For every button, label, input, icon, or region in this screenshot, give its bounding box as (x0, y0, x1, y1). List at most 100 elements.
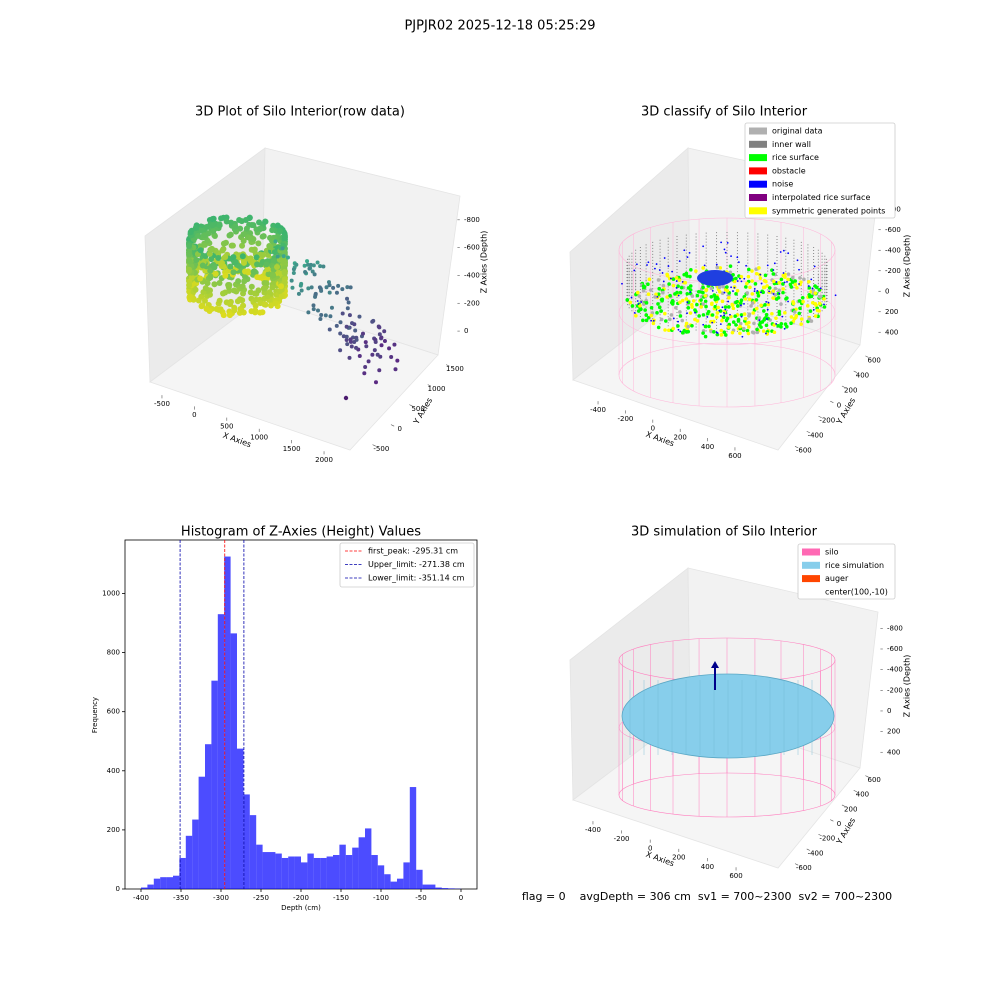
point (667, 282, 671, 286)
point (675, 286, 678, 289)
y-tick-label: -400 (808, 849, 824, 857)
z-tick-label: 0 (885, 287, 889, 295)
point (216, 279, 223, 286)
point (777, 288, 782, 293)
point (717, 289, 722, 294)
point (659, 309, 663, 313)
point (344, 324, 349, 329)
point (344, 338, 349, 343)
y-tick-label: 0 (837, 820, 841, 828)
point (790, 280, 795, 284)
point (798, 276, 802, 280)
point (797, 311, 802, 316)
point (787, 252, 790, 255)
point (667, 328, 671, 333)
point (707, 324, 711, 329)
point (186, 242, 193, 249)
point (209, 246, 216, 253)
point (724, 333, 728, 337)
point (799, 322, 803, 326)
bar (441, 888, 449, 889)
x-tick-label: -400 (590, 406, 606, 414)
point (669, 277, 672, 280)
point (260, 233, 267, 240)
point (739, 275, 744, 279)
point (199, 302, 206, 309)
point (281, 249, 288, 256)
point (227, 263, 234, 270)
z-tick-label: 200 (885, 308, 898, 316)
point (725, 285, 729, 289)
point (676, 284, 680, 288)
point (703, 334, 708, 339)
point (222, 239, 229, 246)
point (303, 270, 308, 275)
point (656, 302, 660, 306)
legend-label: Upper_limit: -271.38 cm (368, 560, 465, 569)
point (702, 245, 705, 248)
point (382, 329, 387, 334)
point (240, 237, 247, 244)
point (686, 256, 689, 258)
point (716, 305, 720, 310)
point (218, 215, 225, 222)
point (377, 332, 382, 337)
point (280, 258, 287, 265)
point (771, 296, 775, 300)
point (757, 316, 762, 320)
bar (237, 748, 244, 889)
point (774, 297, 779, 301)
point (240, 231, 247, 238)
point (289, 278, 294, 283)
point (636, 309, 641, 313)
point (198, 293, 205, 300)
point (699, 298, 703, 302)
point (663, 311, 667, 316)
z-tick-label: 200 (887, 728, 900, 736)
point (734, 323, 738, 327)
bar (192, 819, 199, 889)
point (735, 304, 740, 308)
point (789, 321, 793, 326)
point (637, 303, 640, 305)
point (723, 311, 725, 314)
point (360, 331, 365, 336)
point (817, 288, 822, 292)
point (207, 273, 214, 280)
point (256, 219, 263, 226)
bar (205, 744, 212, 889)
point (783, 275, 787, 279)
point (267, 302, 274, 309)
point (346, 300, 351, 305)
point (628, 300, 633, 305)
point (723, 248, 726, 251)
point (186, 282, 193, 289)
point (646, 315, 651, 320)
point (223, 218, 230, 225)
point (775, 323, 778, 325)
point (263, 261, 270, 268)
tick-mark (830, 819, 834, 822)
point (227, 231, 234, 238)
point (686, 306, 691, 310)
y-tick-label: 600 (868, 356, 881, 364)
point (306, 286, 311, 291)
point (641, 318, 645, 323)
point (311, 307, 316, 312)
point (677, 278, 682, 282)
point (739, 277, 741, 280)
point (272, 300, 279, 307)
point (637, 294, 642, 298)
point (752, 321, 756, 326)
point (715, 263, 718, 266)
point (656, 278, 661, 282)
point (684, 297, 689, 301)
point (278, 292, 285, 299)
point (251, 268, 258, 275)
point (636, 263, 638, 266)
point (197, 247, 204, 254)
point (673, 292, 677, 296)
point (747, 312, 752, 316)
point (201, 232, 208, 239)
point (770, 311, 774, 316)
